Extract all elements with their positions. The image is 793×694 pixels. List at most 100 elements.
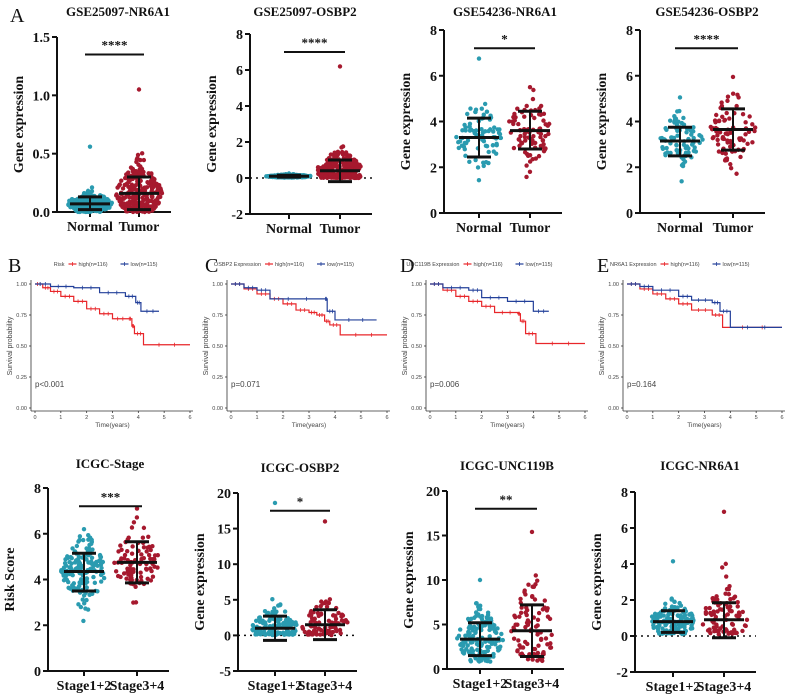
data-point — [340, 613, 346, 618]
panel-letter-a: A — [10, 5, 25, 27]
data-point — [322, 519, 328, 524]
data-point — [529, 594, 535, 599]
data-point — [485, 648, 491, 654]
data-point — [713, 120, 718, 125]
data-point — [536, 153, 542, 159]
data-point — [144, 197, 150, 203]
data-point — [507, 119, 512, 124]
data-point — [671, 135, 677, 141]
data-point — [89, 555, 95, 560]
data-point — [95, 589, 100, 594]
km-plot-p=0.164: 0.00 0.25 0.50 0.75 1.00 0 1 2 3 4 5 6 Survival prob… — [599, 262, 785, 429]
x-tick-label: 1 — [454, 415, 457, 421]
y-tick-label: 0.0 — [33, 206, 51, 221]
x-tick-label: Normal — [67, 220, 113, 235]
data-point — [133, 584, 138, 589]
data-point — [538, 103, 544, 109]
data-point — [734, 630, 739, 636]
data-point — [476, 658, 481, 663]
data-point — [721, 509, 727, 514]
data-point — [513, 615, 518, 620]
survival-curve-low — [35, 283, 159, 312]
data-point — [138, 157, 143, 163]
data-point — [287, 617, 293, 623]
data-point — [654, 624, 660, 630]
data-point — [485, 612, 491, 618]
data-point — [86, 546, 92, 551]
data-point — [725, 138, 730, 143]
data-point — [680, 161, 686, 167]
data-point — [337, 627, 343, 633]
data-point — [267, 617, 273, 622]
x-tick-label: Normal — [657, 221, 703, 236]
data-point — [463, 128, 468, 133]
y-tick-label: 1.00 — [608, 282, 619, 288]
data-point — [487, 645, 492, 650]
y-tick-label: 1.00 — [411, 282, 422, 288]
significance-stars: **** — [302, 35, 328, 50]
data-point — [538, 143, 544, 149]
data-point — [136, 162, 141, 167]
y-tick-label: 0.50 — [16, 344, 27, 350]
data-point — [123, 175, 128, 181]
data-point — [491, 129, 496, 134]
y-tick-label: 4 — [430, 116, 437, 131]
data-point — [657, 631, 662, 636]
data-point — [669, 596, 674, 601]
y-tick-label: 20 — [426, 485, 440, 500]
data-point — [120, 204, 125, 210]
data-point — [82, 601, 87, 606]
data-point — [104, 206, 109, 212]
data-point — [740, 628, 745, 634]
legend-label-high: high(n=116) — [671, 262, 700, 268]
panel-letter-d: D — [400, 255, 414, 277]
data-point — [84, 576, 89, 581]
chart-title: ICGC-NR6A1 — [660, 458, 739, 473]
data-point — [543, 636, 549, 641]
data-point — [743, 623, 748, 629]
y-tick-label: 20 — [217, 487, 231, 502]
x-tick-label: 2 — [480, 415, 483, 421]
data-point — [663, 601, 668, 606]
chart-title: GSE54236-NR6A1 — [453, 4, 557, 19]
data-point — [141, 157, 147, 163]
data-point — [715, 142, 721, 147]
y-axis-label: Gene expression — [595, 73, 610, 171]
data-point — [309, 609, 314, 614]
y-tick-label: 2 — [626, 161, 633, 176]
data-point — [278, 631, 283, 636]
data-point — [728, 608, 733, 614]
data-point — [98, 562, 104, 567]
p-value: p=0.006 — [430, 380, 460, 389]
data-point — [137, 167, 142, 172]
data-point — [543, 146, 548, 151]
data-point — [689, 612, 694, 617]
significance-stars: **** — [102, 38, 128, 53]
dot-plot-gse25097-osbp2: GSE25097-OSBP2 -2 0 2 4 6 8 Gene expression Norm… — [205, 4, 372, 237]
legend-title: OSBP2 Expression — [214, 262, 261, 268]
data-point — [148, 578, 154, 583]
data-point — [723, 151, 728, 156]
data-point — [727, 604, 733, 609]
data-point — [492, 642, 498, 647]
x-axis-label: Time(years) — [687, 422, 721, 429]
p-value: p<0.001 — [35, 380, 65, 389]
y-tick-label: 5 — [224, 594, 231, 609]
significance-stars: ** — [500, 492, 513, 507]
dot-plot-icgc-osbp2: ICGC-OSBP2 -5 0 5 10 15 20 Gene expression Stage… — [193, 460, 357, 694]
data-point — [63, 576, 68, 581]
data-point — [720, 150, 725, 156]
data-point — [664, 127, 669, 133]
data-point — [714, 112, 719, 118]
significance-stars: *** — [101, 489, 121, 504]
data-point — [300, 624, 305, 630]
data-point — [707, 605, 712, 611]
data-point — [519, 605, 524, 610]
y-tick-label: 4 — [236, 100, 243, 115]
y-tick-label: 0 — [34, 665, 41, 680]
y-tick-label: 6 — [621, 522, 628, 537]
data-point — [732, 594, 738, 599]
data-point — [519, 651, 525, 656]
legend-title: UNC119B Expression — [406, 262, 459, 268]
data-point — [282, 632, 287, 637]
